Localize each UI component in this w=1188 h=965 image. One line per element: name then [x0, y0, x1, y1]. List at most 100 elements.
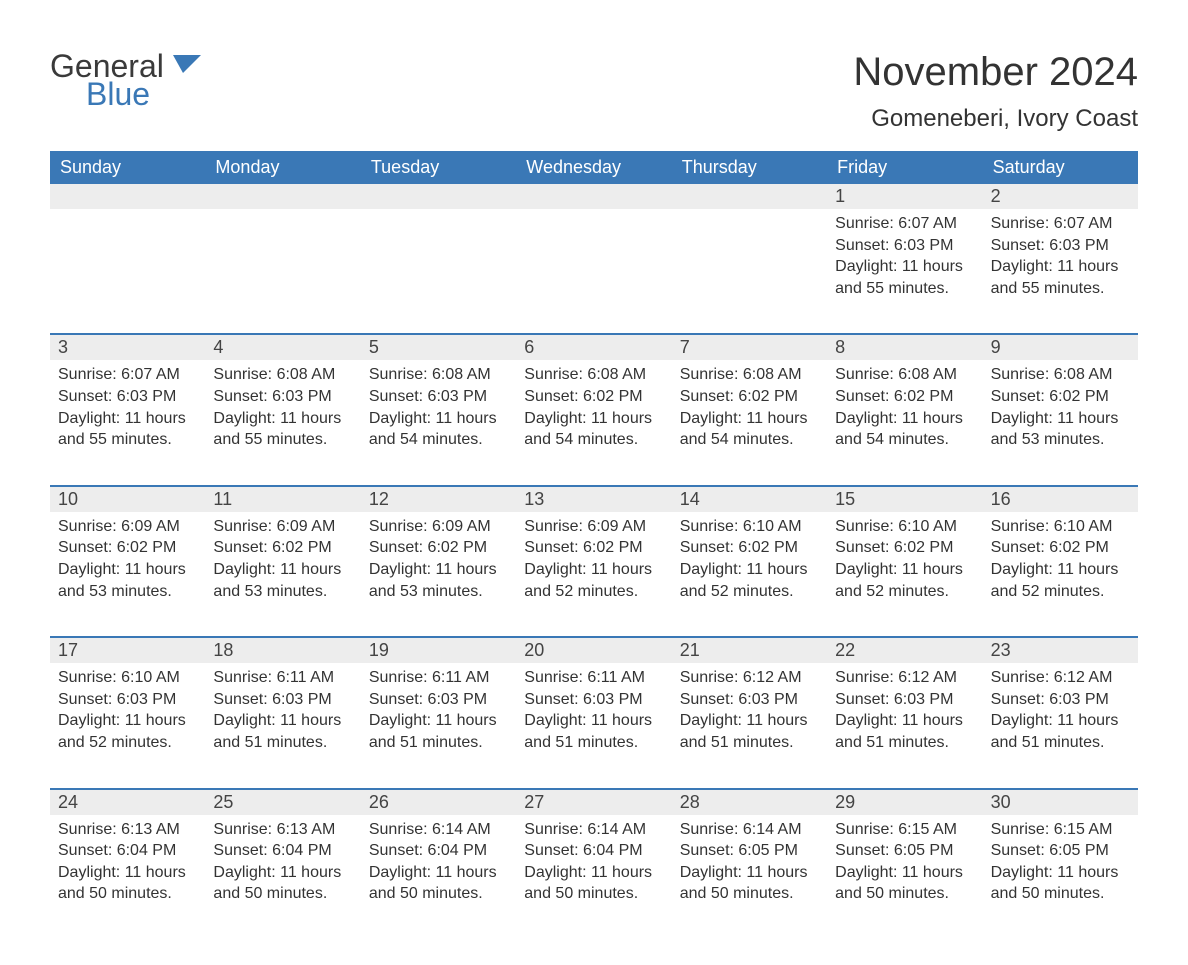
sunset-line: Sunset: 6:04 PM [58, 840, 197, 862]
sunrise-line: Sunrise: 6:09 AM [213, 516, 352, 538]
day-cell: Sunrise: 6:07 AMSunset: 6:03 PMDaylight:… [50, 360, 205, 470]
sunrise-line: Sunrise: 6:12 AM [680, 667, 819, 689]
daylight-line: Daylight: 11 hours and 52 minutes. [524, 559, 663, 602]
day-cell: Sunrise: 6:10 AMSunset: 6:02 PMDaylight:… [672, 512, 827, 622]
daylight-line: Daylight: 11 hours and 50 minutes. [213, 862, 352, 905]
sunrise-line: Sunrise: 6:11 AM [369, 667, 508, 689]
day-number-row: 3456789 [50, 333, 1138, 360]
page-title: November 2024 [853, 50, 1138, 95]
day-cell: Sunrise: 6:07 AMSunset: 6:03 PMDaylight:… [983, 209, 1138, 319]
sunrise-line: Sunrise: 6:08 AM [991, 364, 1130, 386]
daylight-line: Daylight: 11 hours and 53 minutes. [213, 559, 352, 602]
sunrise-line: Sunrise: 6:13 AM [58, 819, 197, 841]
day-cell: Sunrise: 6:09 AMSunset: 6:02 PMDaylight:… [516, 512, 671, 622]
sunrise-line: Sunrise: 6:14 AM [369, 819, 508, 841]
sunrise-line: Sunrise: 6:08 AM [213, 364, 352, 386]
day-cell: Sunrise: 6:15 AMSunset: 6:05 PMDaylight:… [983, 815, 1138, 925]
sunset-line: Sunset: 6:03 PM [213, 689, 352, 711]
daylight-line: Daylight: 11 hours and 52 minutes. [835, 559, 974, 602]
week-gap [50, 774, 1138, 788]
sunset-line: Sunset: 6:02 PM [991, 537, 1130, 559]
sunrise-line: Sunrise: 6:09 AM [524, 516, 663, 538]
day-number-row: 24252627282930 [50, 788, 1138, 815]
day-number [516, 184, 671, 209]
sunrise-line: Sunrise: 6:08 AM [680, 364, 819, 386]
day-number: 24 [50, 790, 205, 815]
weekday-header: Thursday [672, 151, 827, 184]
logo: General Blue [50, 50, 203, 110]
sunset-line: Sunset: 6:02 PM [835, 386, 974, 408]
daylight-line: Daylight: 11 hours and 55 minutes. [835, 256, 974, 299]
daylight-line: Daylight: 11 hours and 54 minutes. [680, 408, 819, 451]
week-gap [50, 622, 1138, 636]
daylight-line: Daylight: 11 hours and 54 minutes. [835, 408, 974, 451]
day-cell: Sunrise: 6:12 AMSunset: 6:03 PMDaylight:… [983, 663, 1138, 773]
daylight-line: Daylight: 11 hours and 55 minutes. [213, 408, 352, 451]
daylight-line: Daylight: 11 hours and 52 minutes. [680, 559, 819, 602]
sunset-line: Sunset: 6:02 PM [991, 386, 1130, 408]
day-number: 4 [205, 335, 360, 360]
sunset-line: Sunset: 6:02 PM [835, 537, 974, 559]
weekday-header-row: Sunday Monday Tuesday Wednesday Thursday… [50, 151, 1138, 184]
daylight-line: Daylight: 11 hours and 52 minutes. [58, 710, 197, 753]
sunrise-line: Sunrise: 6:14 AM [524, 819, 663, 841]
sunset-line: Sunset: 6:02 PM [58, 537, 197, 559]
sunset-line: Sunset: 6:05 PM [835, 840, 974, 862]
sunset-line: Sunset: 6:03 PM [835, 235, 974, 257]
sunset-line: Sunset: 6:05 PM [680, 840, 819, 862]
sunset-line: Sunset: 6:03 PM [991, 689, 1130, 711]
day-cell: Sunrise: 6:08 AMSunset: 6:02 PMDaylight:… [983, 360, 1138, 470]
day-cell: Sunrise: 6:11 AMSunset: 6:03 PMDaylight:… [516, 663, 671, 773]
sunrise-line: Sunrise: 6:07 AM [991, 213, 1130, 235]
day-number: 6 [516, 335, 671, 360]
day-number: 20 [516, 638, 671, 663]
daylight-line: Daylight: 11 hours and 55 minutes. [991, 256, 1130, 299]
sunrise-line: Sunrise: 6:10 AM [58, 667, 197, 689]
day-cell [205, 209, 360, 319]
daylight-line: Daylight: 11 hours and 53 minutes. [58, 559, 197, 602]
day-cell [672, 209, 827, 319]
sunset-line: Sunset: 6:02 PM [680, 386, 819, 408]
day-body-row: Sunrise: 6:13 AMSunset: 6:04 PMDaylight:… [50, 815, 1138, 925]
day-number: 22 [827, 638, 982, 663]
day-number: 23 [983, 638, 1138, 663]
day-cell: Sunrise: 6:10 AMSunset: 6:03 PMDaylight:… [50, 663, 205, 773]
day-cell: Sunrise: 6:08 AMSunset: 6:02 PMDaylight:… [672, 360, 827, 470]
day-cell: Sunrise: 6:08 AMSunset: 6:03 PMDaylight:… [205, 360, 360, 470]
day-number: 15 [827, 487, 982, 512]
day-body-row: Sunrise: 6:10 AM Sunset: 6:03 PM Daylight:… [50, 663, 1138, 773]
day-number: 2 [983, 184, 1138, 209]
day-number: 9 [983, 335, 1138, 360]
week-gap [50, 471, 1138, 485]
day-number: 3 [50, 335, 205, 360]
daylight-line: Daylight: 11 hours and 50 minutes. [524, 862, 663, 905]
day-cell: Sunrise: 6:11 AMSunset: 6:03 PMDaylight:… [205, 663, 360, 773]
day-cell: Sunrise: 6:12 AMSunset: 6:03 PMDaylight:… [672, 663, 827, 773]
daylight-line: Daylight: 11 hours and 54 minutes. [369, 408, 508, 451]
day-cell [361, 209, 516, 319]
sunrise-line: Sunrise: 6:14 AM [680, 819, 819, 841]
sunrise-line: Sunrise: 6:12 AM [991, 667, 1130, 689]
daylight-line: Daylight: 11 hours and 54 minutes. [524, 408, 663, 451]
day-cell: Sunrise: 6:14 AMSunset: 6:04 PMDaylight:… [516, 815, 671, 925]
day-cell: Sunrise: 6:08 AMSunset: 6:02 PMDaylight:… [516, 360, 671, 470]
sunrise-line: Sunrise: 6:08 AM [524, 364, 663, 386]
day-cell: Sunrise: 6:09 AMSunset: 6:02 PMDaylight:… [50, 512, 205, 622]
sunset-line: Sunset: 6:05 PM [991, 840, 1130, 862]
sunrise-line: Sunrise: 6:07 AM [835, 213, 974, 235]
day-number: 17 [50, 638, 205, 663]
weekday-header: Wednesday [516, 151, 671, 184]
daylight-line: Daylight: 11 hours and 50 minutes. [680, 862, 819, 905]
sunset-line: Sunset: 6:03 PM [369, 386, 508, 408]
logo-text: General Blue [50, 50, 203, 110]
calendar: Sunday Monday Tuesday Wednesday Thursday… [50, 151, 1138, 925]
daylight-line: Daylight: 11 hours and 53 minutes. [369, 559, 508, 602]
day-number [361, 184, 516, 209]
daylight-line: Daylight: 11 hours and 51 minutes. [680, 710, 819, 753]
day-number: 8 [827, 335, 982, 360]
day-cell: Sunrise: 6:10 AMSunset: 6:02 PMDaylight:… [827, 512, 982, 622]
sunset-line: Sunset: 6:04 PM [369, 840, 508, 862]
sunset-line: Sunset: 6:03 PM [524, 689, 663, 711]
day-cell: Sunrise: 6:12 AMSunset: 6:03 PMDaylight:… [827, 663, 982, 773]
sunrise-line: Sunrise: 6:12 AM [835, 667, 974, 689]
